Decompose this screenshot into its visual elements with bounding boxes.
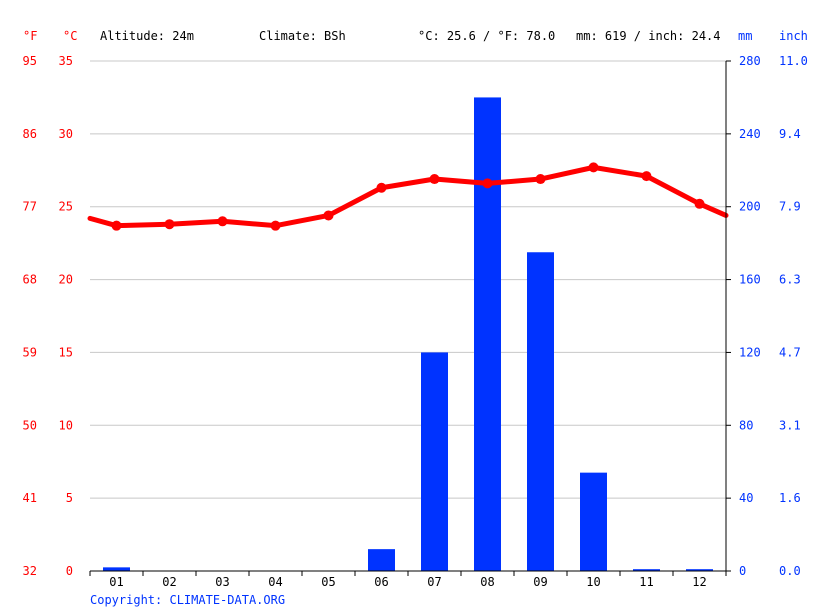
altitude-label: Altitude: 24m (100, 29, 194, 43)
inch-tick-label: 3.1 (779, 418, 801, 432)
month-label: 12 (692, 575, 706, 589)
celsius-tick-label: 20 (59, 273, 73, 287)
temperature-point (483, 178, 493, 188)
precipitation-bar (368, 549, 395, 571)
month-label: 11 (639, 575, 653, 589)
precipitation-bar (103, 567, 130, 571)
precipitation-bar (421, 352, 448, 571)
fahrenheit-tick-label: 32 (23, 564, 37, 578)
mm-tick-label: 200 (739, 200, 761, 214)
month-label: 05 (321, 575, 335, 589)
month-label: 07 (427, 575, 441, 589)
temperature-point (536, 174, 546, 184)
fahrenheit-tick-label: 68 (23, 273, 37, 287)
temperature-point (271, 221, 281, 231)
month-label: 08 (480, 575, 494, 589)
inch-tick-label: 4.7 (779, 345, 801, 359)
gridlines (90, 61, 726, 498)
inch-tick-label: 11.0 (779, 54, 808, 68)
fahrenheit-tick-label: 95 (23, 54, 37, 68)
temperature-point (589, 162, 599, 172)
precipitation-bar (580, 473, 607, 571)
month-label: 10 (586, 575, 600, 589)
celsius-tick-label: 15 (59, 345, 73, 359)
temperature-point (218, 216, 228, 226)
mm-tick-label: 240 (739, 127, 761, 141)
celsius-unit-label: °C (63, 29, 77, 43)
precipitation-bar (474, 97, 501, 571)
fahrenheit-tick-label: 50 (23, 418, 37, 432)
mm-unit-label: mm (738, 29, 752, 43)
celsius-tick-label: 5 (66, 491, 73, 505)
inch-unit-label: inch (779, 29, 808, 43)
fahrenheit-tick-label: 77 (23, 200, 37, 214)
mm-tick-label: 280 (739, 54, 761, 68)
month-label: 09 (533, 575, 547, 589)
month-label: 03 (215, 575, 229, 589)
axes (90, 61, 731, 576)
mm-tick-label: 0 (739, 564, 746, 578)
temperature-point (165, 219, 175, 229)
celsius-tick-label: 35 (59, 54, 73, 68)
mm-tick-label: 80 (739, 418, 753, 432)
mm-tick-label: 40 (739, 491, 753, 505)
inch-tick-label: 1.6 (779, 491, 801, 505)
fahrenheit-tick-label: 41 (23, 491, 37, 505)
precipitation-summary: mm: 619 / inch: 24.4 (576, 29, 721, 43)
month-label: 04 (268, 575, 282, 589)
fahrenheit-tick-label: 86 (23, 127, 37, 141)
celsius-tick-label: 10 (59, 418, 73, 432)
inch-tick-label: 7.9 (779, 200, 801, 214)
mm-tick-label: 160 (739, 273, 761, 287)
temperature-point (695, 199, 705, 209)
inch-tick-label: 6.3 (779, 273, 801, 287)
celsius-tick-label: 0 (66, 564, 73, 578)
month-label: 01 (109, 575, 123, 589)
celsius-tick-label: 25 (59, 200, 73, 214)
inch-tick-label: 9.4 (779, 127, 801, 141)
temperature-point (430, 174, 440, 184)
temperature-point (377, 183, 387, 193)
precipitation-bars (103, 97, 713, 571)
mm-tick-label: 120 (739, 345, 761, 359)
temperature-point (324, 210, 334, 220)
copyright-link[interactable]: Copyright: CLIMATE-DATA.ORG (90, 593, 285, 607)
fahrenheit-unit-label: °F (23, 29, 37, 43)
inch-tick-label: 0.0 (779, 564, 801, 578)
precipitation-bar (527, 252, 554, 571)
month-label: 06 (374, 575, 388, 589)
temperature-point (642, 171, 652, 181)
fahrenheit-tick-label: 59 (23, 345, 37, 359)
celsius-tick-label: 30 (59, 127, 73, 141)
temperature-line (90, 162, 726, 230)
temperature-summary: °C: 25.6 / °F: 78.0 (418, 29, 555, 43)
month-label: 02 (162, 575, 176, 589)
climate-label: Climate: BSh (259, 29, 346, 43)
temperature-point (112, 221, 122, 231)
temperature-series-line (90, 167, 726, 225)
